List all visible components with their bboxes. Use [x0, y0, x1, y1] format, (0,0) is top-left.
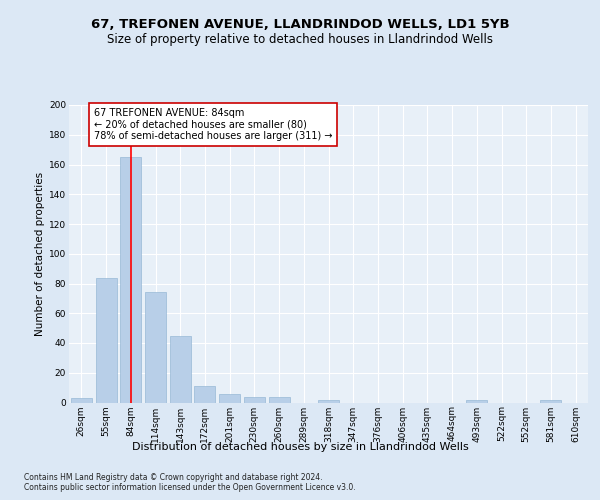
- Bar: [318, 400, 339, 402]
- Bar: [120, 157, 141, 402]
- Bar: [145, 292, 166, 403]
- Text: Contains HM Land Registry data © Crown copyright and database right 2024.
Contai: Contains HM Land Registry data © Crown c…: [24, 472, 356, 492]
- Text: Distribution of detached houses by size in Llandrindod Wells: Distribution of detached houses by size …: [131, 442, 469, 452]
- Bar: [219, 394, 240, 402]
- Bar: [466, 400, 487, 402]
- Bar: [269, 396, 290, 402]
- Bar: [170, 336, 191, 402]
- Bar: [541, 400, 562, 402]
- Bar: [95, 278, 116, 402]
- Text: Size of property relative to detached houses in Llandrindod Wells: Size of property relative to detached ho…: [107, 34, 493, 46]
- Bar: [194, 386, 215, 402]
- Text: 67 TREFONEN AVENUE: 84sqm
← 20% of detached houses are smaller (80)
78% of semi-: 67 TREFONEN AVENUE: 84sqm ← 20% of detac…: [94, 108, 332, 141]
- Bar: [244, 396, 265, 402]
- Text: 67, TREFONEN AVENUE, LLANDRINDOD WELLS, LD1 5YB: 67, TREFONEN AVENUE, LLANDRINDOD WELLS, …: [91, 18, 509, 30]
- Y-axis label: Number of detached properties: Number of detached properties: [35, 172, 45, 336]
- Bar: [71, 398, 92, 402]
